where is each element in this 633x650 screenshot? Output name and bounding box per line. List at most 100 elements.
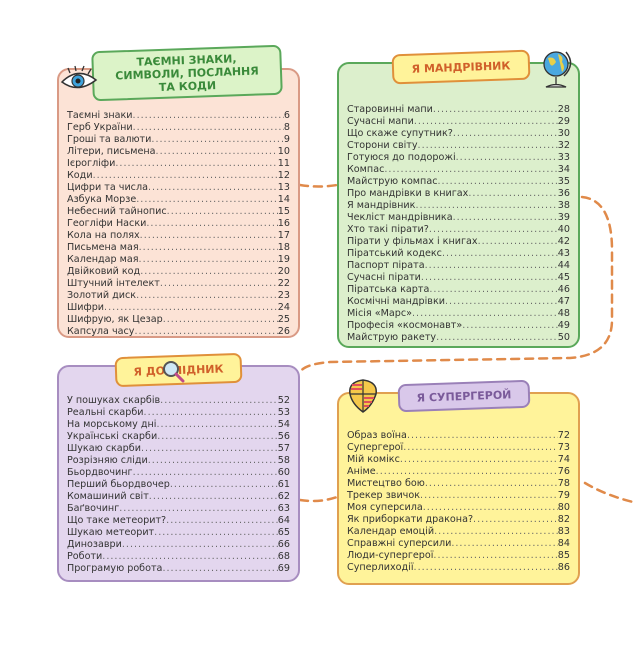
toc-entry[interactable]: Сторони світу 32 [347, 140, 570, 152]
toc-entry[interactable]: Ієрогліфи 11 [67, 158, 290, 170]
entry-title: Що таке метеорит? [67, 515, 167, 526]
dot-leader [421, 272, 558, 284]
toc-entry[interactable]: Трекер звичок 79 [347, 490, 570, 502]
page-number: 30 [557, 128, 570, 139]
toc-entry[interactable]: Шифри 24 [67, 302, 290, 314]
dot-leader [434, 526, 558, 538]
entry-title: Супергерої [347, 442, 404, 453]
toc-entry[interactable]: Мистецтво бою 78 [347, 478, 570, 490]
dot-leader [163, 314, 278, 326]
section-title-traveler: Я МАНДРІВНИК [391, 49, 531, 85]
page-number: 50 [557, 332, 570, 343]
magnifier-icon [163, 361, 185, 383]
page-number: 25 [277, 314, 290, 325]
toc-entry[interactable]: Програмую робота 69 [67, 563, 290, 575]
toc-entry[interactable]: Українські скарби 56 [67, 431, 290, 443]
toc-entry[interactable]: Люди-супергерої 85 [347, 550, 570, 562]
toc-entry[interactable]: Пірати у фільмах і книгах 42 [347, 236, 570, 248]
page-number: 58 [277, 455, 290, 466]
toc-entry[interactable]: Шукаю метеорит 65 [67, 527, 290, 539]
dot-leader [144, 407, 278, 419]
toc-entry[interactable]: Розрізняю сліди 58 [67, 455, 290, 467]
toc-entry[interactable]: Про мандрівки в книгах 36 [347, 188, 570, 200]
eye-icon [60, 65, 98, 89]
toc-list: Образ воїна72Супергерої73Мій комікс74Ані… [347, 430, 570, 574]
toc-entry[interactable]: Сучасні мапи 29 [347, 116, 570, 128]
page-number: 46 [557, 284, 570, 295]
page-number: 11 [277, 158, 290, 169]
toc-entry[interactable]: Герб України 8 [67, 122, 290, 134]
page-number: 49 [557, 320, 570, 331]
toc-entry[interactable]: Майструю компас 35 [347, 176, 570, 188]
toc-entry[interactable]: Гроші та валюти 9 [67, 134, 290, 146]
entry-title: Паспорт пірата [347, 260, 425, 271]
toc-entry[interactable]: Сучасні пірати 45 [347, 272, 570, 284]
toc-entry[interactable]: Бьордвочинг 60 [67, 467, 290, 479]
toc-entry[interactable]: Кола на полях 17 [67, 230, 290, 242]
toc-entry[interactable]: Моя суперсила 80 [347, 502, 570, 514]
toc-entry[interactable]: Супергерої 73 [347, 442, 570, 454]
toc-entry[interactable]: Я мандрівник 38 [347, 200, 570, 212]
toc-entry[interactable]: Таємні знаки 6 [67, 110, 290, 122]
toc-entry[interactable]: Суперлиходії 86 [347, 562, 570, 574]
toc-entry[interactable]: Чекліст мандрівника 39 [347, 212, 570, 224]
toc-entry[interactable]: Штучний інтелект 22 [67, 278, 290, 290]
page-number: 61 [277, 479, 290, 490]
toc-entry[interactable]: Письмена мая 18 [67, 242, 290, 254]
toc-entry[interactable]: Що таке метеорит? 64 [67, 515, 290, 527]
toc-entry[interactable]: Роботи 68 [67, 551, 290, 563]
toc-entry[interactable]: Реальні скарби 53 [67, 407, 290, 419]
toc-entry[interactable]: На морському дні 54 [67, 419, 290, 431]
toc-entry[interactable]: Мій комікс 74 [347, 454, 570, 466]
page-number: 66 [277, 539, 290, 550]
toc-entry[interactable]: Готуюся до подорожі 33 [347, 152, 570, 164]
toc-entry[interactable]: Золотий диск 23 [67, 290, 290, 302]
toc-entry[interactable]: Як приборкати дракона? 82 [347, 514, 570, 526]
globe-icon [543, 51, 572, 88]
toc-entry[interactable]: Піратський кодекс 43 [347, 248, 570, 260]
page-number: 54 [277, 419, 290, 430]
toc-entry[interactable]: Професія «космонавт» 49 [347, 320, 570, 332]
toc-entry[interactable]: Геогліфи Наски 16 [67, 218, 290, 230]
toc-entry[interactable]: Старовинні мапи 28 [347, 104, 570, 116]
toc-entry[interactable]: Піратська карта 46 [347, 284, 570, 296]
toc-entry[interactable]: Шукаю скарби 57 [67, 443, 290, 455]
entry-title: Таємні знаки [67, 110, 133, 121]
page-number: 18 [277, 242, 290, 253]
page-number: 42 [557, 236, 570, 247]
entry-title: Розрізняю сліди [67, 455, 148, 466]
toc-entry[interactable]: Двійковий код 20 [67, 266, 290, 278]
toc-entry[interactable]: Календар мая 19 [67, 254, 290, 266]
page-number: 13 [277, 182, 290, 193]
toc-entry[interactable]: Справжні суперсили 84 [347, 538, 570, 550]
toc-entry[interactable]: Літери, письмена 10 [67, 146, 290, 158]
toc-entry[interactable]: Баґвочинг 63 [67, 503, 290, 515]
toc-entry[interactable]: Паспорт пірата 44 [347, 260, 570, 272]
toc-entry[interactable]: Коди 12 [67, 170, 290, 182]
toc-entry[interactable]: Цифри та числа 13 [67, 182, 290, 194]
dot-leader [157, 431, 278, 443]
toc-entry[interactable]: Динозаври 66 [67, 539, 290, 551]
page-number: 19 [277, 254, 290, 265]
dot-leader [468, 188, 557, 200]
toc-entry[interactable]: Що скаже супутник? 30 [347, 128, 570, 140]
toc-entry[interactable]: Місія «Марс» 48 [347, 308, 570, 320]
dot-leader [433, 550, 557, 562]
toc-entry[interactable]: У пошуках скарбів 52 [67, 395, 290, 407]
toc-entry[interactable]: Образ воїна 72 [347, 430, 570, 442]
toc-entry[interactable]: Хто такі пірати? 40 [347, 224, 570, 236]
toc-entry[interactable]: Азбука Морзе 14 [67, 194, 290, 206]
toc-entry[interactable]: Комашиний світ 62 [67, 491, 290, 503]
toc-entry[interactable]: Капсула часу 26 [67, 326, 290, 338]
toc-entry[interactable]: Компас 34 [347, 164, 570, 176]
toc-entry[interactable]: Шифрую, як Цезар 25 [67, 314, 290, 326]
toc-entry[interactable]: Аніме 76 [347, 466, 570, 478]
entry-title: Коди [67, 170, 93, 181]
toc-entry[interactable]: Перший бьордвочер 61 [67, 479, 290, 491]
toc-entry[interactable]: Майструю ракету 50 [347, 332, 570, 344]
entry-title: Готуюся до подорожі [347, 152, 456, 163]
toc-entry[interactable]: Календар емоцій 83 [347, 526, 570, 538]
toc-entry[interactable]: Небесний тайнопис 15 [67, 206, 290, 218]
toc-entry[interactable]: Космічні мандрівки 47 [347, 296, 570, 308]
page-number: 82 [557, 514, 570, 525]
